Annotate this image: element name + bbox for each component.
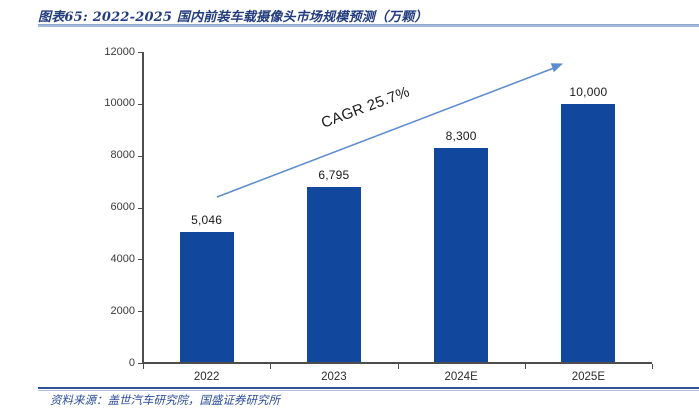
y-axis-tick-label: 4000	[110, 252, 135, 265]
y-axis-tick-label: 0	[128, 356, 135, 369]
source-note: 资料来源：盖世汽车研究院，国盛证券研究所	[50, 393, 280, 407]
bar-value-label: 6,795	[318, 167, 350, 182]
x-axis-line	[142, 362, 652, 364]
figure-title: 图表65: 2022-2025 国内前装车载摄像头市场规模预测（万颗）	[38, 10, 428, 25]
bar-2025E	[561, 103, 616, 364]
x-axis-category-label: 2022	[193, 371, 220, 383]
footer-divider	[38, 387, 699, 391]
bar-value-label: 10,000	[569, 84, 608, 99]
bar-value-label: 8,300	[445, 128, 477, 143]
x-axis-category-label: 2023	[321, 371, 347, 383]
y-axis-tick-mark	[138, 311, 143, 313]
y-axis-tick-label: 10000	[104, 97, 135, 110]
y-axis-line	[142, 52, 144, 364]
x-axis-category-label: 2024E	[444, 371, 478, 383]
y-axis-tick-mark	[138, 155, 143, 157]
cagr-annotation: CAGR 25.7%	[318, 83, 413, 132]
x-axis-tick-mark	[652, 364, 653, 369]
y-axis-tick-label: 8000	[110, 149, 135, 162]
y-axis-tick-label: 2000	[110, 304, 135, 317]
bar-2024E	[434, 147, 489, 364]
x-axis-tick-mark	[143, 364, 144, 369]
y-axis-tick-mark	[138, 207, 143, 209]
y-axis-tick-mark	[138, 52, 143, 53]
x-axis-tick-mark	[397, 364, 399, 369]
title-divider	[38, 24, 699, 27]
x-axis-tick-mark	[270, 364, 272, 369]
y-axis-tick-mark	[138, 363, 143, 364]
y-axis-tick-label: 6000	[110, 201, 135, 213]
y-axis-tick-mark	[138, 103, 143, 105]
y-axis-tick-label: 12000	[104, 45, 135, 58]
bar-2022	[179, 232, 234, 364]
y-axis-tick-mark	[138, 259, 143, 261]
bar-value-label: 5,046	[191, 213, 223, 228]
x-axis-category-label: 2025E	[571, 371, 605, 383]
x-axis-tick-mark	[524, 364, 526, 369]
bar-2023	[306, 186, 361, 364]
